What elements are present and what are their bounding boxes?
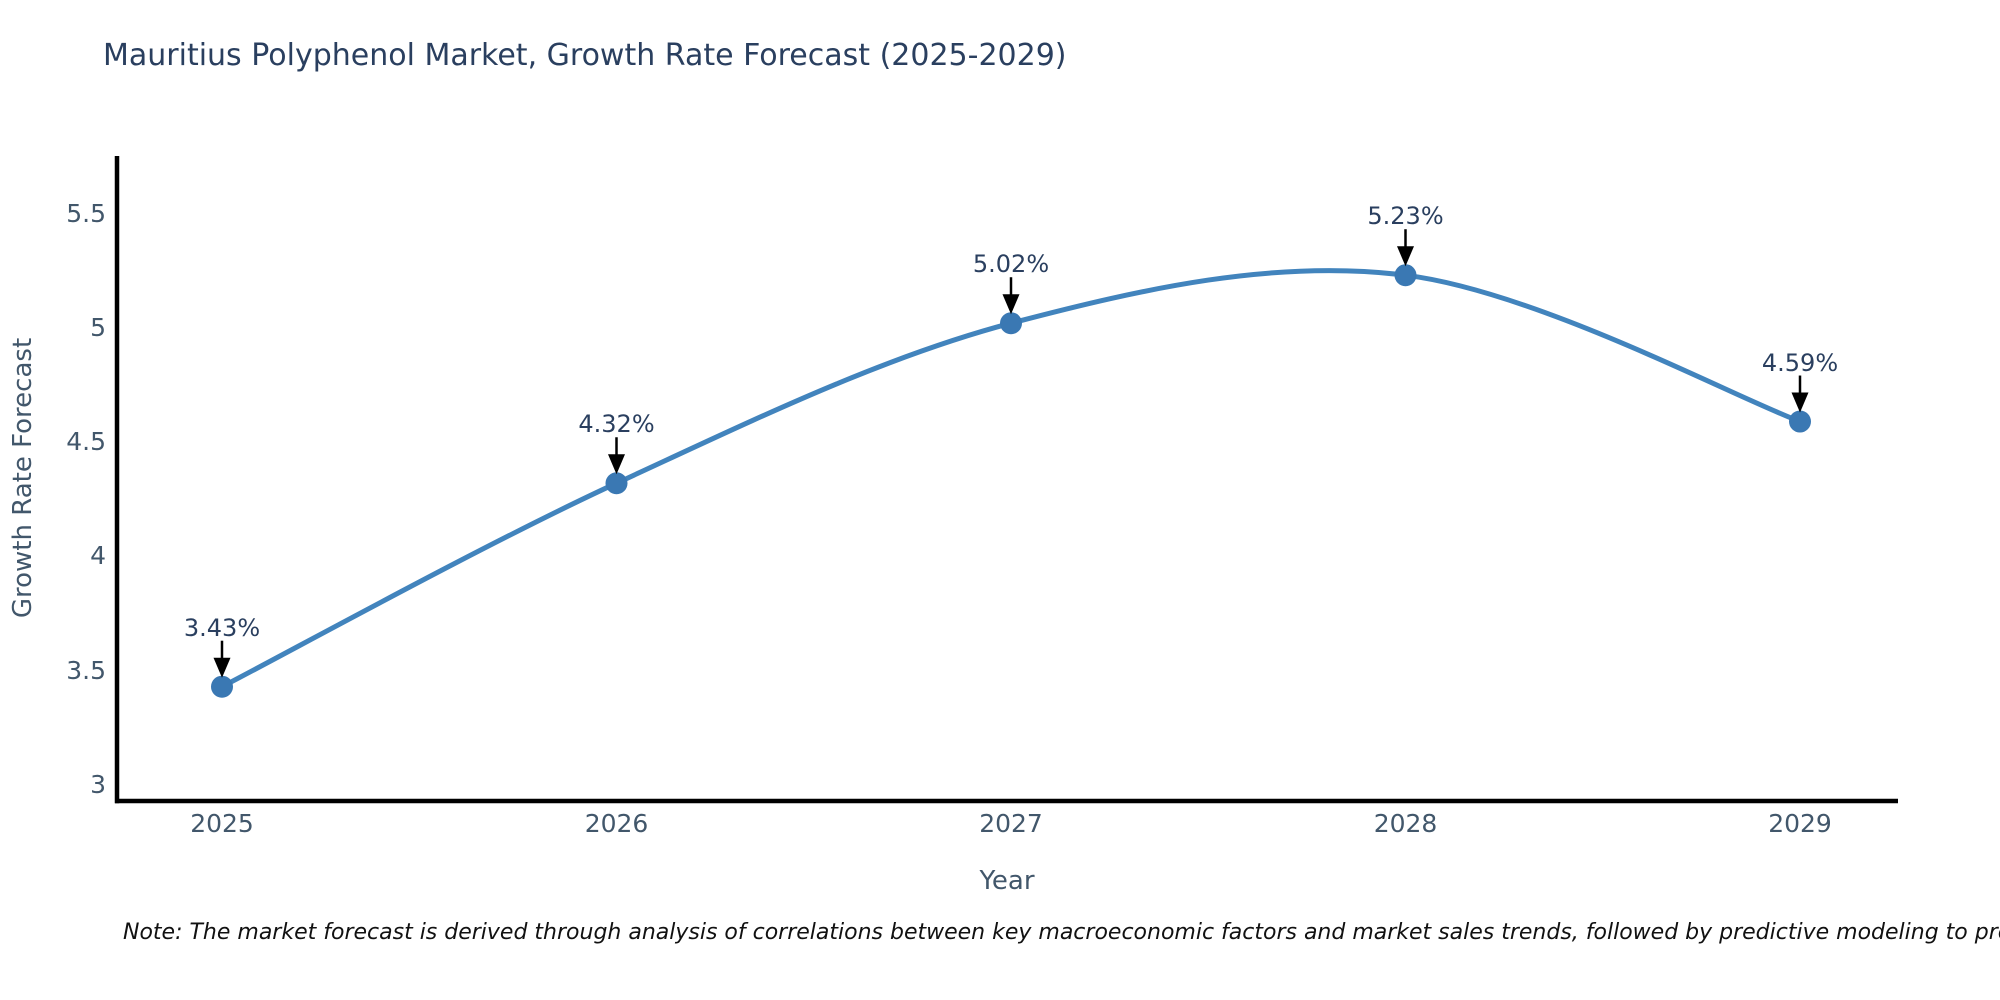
x-tick-label: 2026	[584, 809, 649, 838]
point-value-label: 3.43%	[183, 613, 261, 642]
annotation-arrowhead	[1791, 392, 1809, 413]
data-point-marker	[1789, 410, 1811, 433]
point-value-label: 5.02%	[972, 250, 1050, 279]
data-point-marker	[1394, 264, 1417, 287]
point-value-label: 4.59%	[1761, 348, 1839, 377]
annotation-arrowhead	[608, 454, 625, 475]
y-tick-label: 4.5	[66, 427, 106, 457]
x-tick-label: 2029	[1768, 809, 1832, 838]
data-point-marker	[1000, 312, 1022, 335]
x-tick-label: 2027	[979, 809, 1043, 838]
y-tick-label: 3.5	[66, 655, 106, 685]
x-tick-label: 2025	[190, 809, 254, 838]
y-tick-label: 3	[90, 770, 106, 799]
annotation-arrowhead	[1397, 246, 1414, 267]
data-point-marker	[211, 675, 233, 698]
point-value-label: 4.32%	[578, 410, 655, 439]
point-value-label: 5.23%	[1367, 202, 1444, 231]
chart-title: Mauritius Polyphenol Market, Growth Rate…	[103, 38, 1067, 73]
x-axis-title: Year	[979, 866, 1035, 896]
data-point-marker	[605, 472, 628, 495]
annotation-arrowhead	[213, 657, 231, 678]
y-tick-label: 5.5	[66, 198, 106, 228]
y-axis-title: Growth Rate Forecast	[8, 337, 38, 619]
y-tick-label: 4	[90, 541, 106, 571]
y-tick-label: 5	[90, 312, 106, 342]
footnote: Note: The market forecast is derived thr…	[123, 920, 2000, 945]
annotation-arrowhead	[1002, 294, 1020, 315]
x-tick-label: 2028	[1373, 809, 1438, 838]
